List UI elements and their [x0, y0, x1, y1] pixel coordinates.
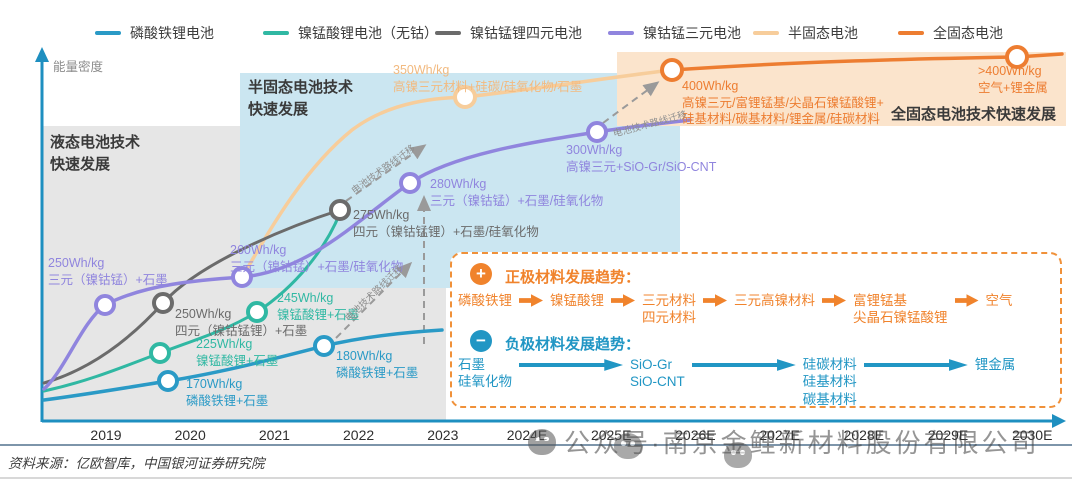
- legend-swatch: [898, 31, 924, 35]
- long-arrow-right-icon: [863, 359, 968, 371]
- callout-c400: 400Wh/kg 高镍三元/富锂锰基/尖晶石镍锰酸锂+ 硅基材料/碳基材料/锂金…: [682, 79, 884, 126]
- legend-swatch: [263, 31, 289, 35]
- x-tick-2028E: 2028E: [843, 427, 885, 443]
- region-liquid-label: 液态电池技术 快速发展: [50, 134, 141, 173]
- trend-step: 锂金属: [974, 357, 1016, 372]
- long-arrow-right-icon: [691, 359, 796, 371]
- minus-icon: −: [470, 330, 492, 352]
- callout-c180: 180Wh/kg 磷酸铁锂+石墨: [336, 349, 419, 380]
- source-note: 资料来源：亿欧智库，中国银河证券研究院: [8, 456, 265, 471]
- y-axis-label: 能量密度: [53, 60, 104, 74]
- callout-c280: 280Wh/kg 三元（镍钴锰）+石墨/硅氧化物: [430, 177, 604, 208]
- x-axis-arrow-icon: [1052, 414, 1066, 428]
- cathode-trend-row: 磷酸铁锂 镍锰酸锂 三元材料 四元材料 三元高镍材料 富锂锰基 尖晶石镍锰酸锂 空气: [458, 292, 1013, 327]
- trend-step: 三元高镍材料: [734, 293, 815, 308]
- long-arrow-right-icon: [519, 359, 623, 371]
- line-lfp: [42, 328, 444, 402]
- legend-swatch: [95, 31, 121, 35]
- watermark: 公众号·南京金鲤新材料股份有限公司: [528, 423, 1040, 460]
- x-tick-2020: 2020: [174, 427, 206, 443]
- x-tick-2027E: 2027E: [759, 427, 800, 443]
- arrow-right-icon: [703, 294, 727, 307]
- region-semi-label: 半固态电池技术 快速发展: [248, 79, 354, 118]
- callout-c250q: 250Wh/kg 四元（镍钴锰锂）+石墨: [175, 307, 308, 338]
- legend-item-0: 磷酸铁锂电池: [95, 23, 214, 43]
- legend-swatch: [608, 31, 634, 35]
- region-solid-label: 全固态电池技术快速发展: [891, 106, 1057, 123]
- trend-step: 空气: [985, 293, 1013, 308]
- x-tick-2021: 2021: [258, 427, 290, 443]
- legend-label: 磷酸铁锂电池: [130, 25, 214, 41]
- bottom-border: [0, 477, 1072, 479]
- arrow-right-icon: [954, 294, 979, 307]
- legend-item-3: 镍钴锰三元电池: [608, 23, 741, 43]
- callout-c245: 245Wh/kg 镍锰酸锂+石墨: [277, 291, 360, 322]
- line-all-solid: [670, 52, 1064, 72]
- legend: 磷酸铁锂电池 镍锰酸锂电池（无钴） 镍钴锰锂四元电池 镍钴锰三元电池 半固态电池 全固态电…: [0, 0, 1072, 50]
- x-tick-2029E: 2029E: [927, 427, 969, 443]
- callout-c170: 170Wh/kg 磷酸铁锂+石墨: [186, 377, 269, 408]
- x-tick-2022: 2022: [343, 427, 375, 443]
- callout-c350: 350Wh/kg 高镍三元材料+硅碳/硅氧化物/石墨: [393, 63, 583, 94]
- line-lnmo: [42, 211, 342, 393]
- anode-trend-row: 石墨 硅氧化物 SiO-Gr SiO-CNT 硅碳材料 硅基材料 碳基材料 锂金属: [458, 356, 1015, 408]
- legend-item-4: 半固态电池: [753, 23, 858, 43]
- callout-c300: 300Wh/kg 高镍三元+SiO-Gr/SiO-CNT: [566, 143, 717, 174]
- x-tick-2030E: 2030E: [1011, 427, 1053, 443]
- callout-c225: 225Wh/kg 镍锰酸锂+石墨: [196, 337, 279, 368]
- wechat-icon: [724, 442, 752, 468]
- line-semi-solid: [242, 68, 674, 276]
- trend-step: 磷酸铁锂: [458, 293, 512, 308]
- callout-c250t: 250Wh/kg 三元（镍钴锰）+石墨: [48, 256, 168, 287]
- plus-icon: +: [470, 263, 492, 285]
- trend-step: 三元材料 四元材料: [642, 293, 696, 326]
- x-tick-2026E: 2026E: [675, 427, 716, 443]
- trend-step: 硅碳材料 硅基材料 碳基材料: [802, 357, 857, 407]
- wechat-icon: [614, 433, 642, 459]
- arrow-right-icon: [611, 294, 635, 307]
- region-all-solid-battery: [617, 52, 1066, 126]
- legend-item-1: 镍锰酸锂电池（无钴）: [263, 23, 438, 43]
- trend-step: SiO-Gr SiO-CNT: [630, 357, 685, 390]
- data-points: [94, 45, 1029, 392]
- legend-item-2: 镍钴锰锂四元电池: [435, 23, 582, 43]
- y-axis-arrow-icon: [35, 47, 49, 62]
- arrow-right-icon: [519, 294, 543, 307]
- legend-swatch: [435, 31, 461, 35]
- wechat-icon: [528, 428, 556, 455]
- trend-step: 富锂锰基 尖晶石镍锰酸锂: [853, 293, 948, 326]
- legend-swatch: [753, 31, 779, 35]
- callout-c260: 260Wh/kg 三元（镍钴锰）+石墨/硅氧化物: [230, 243, 404, 274]
- trend-step: 镍锰酸锂: [550, 293, 604, 308]
- watermark-text: 公众号·南京金鲤新材料股份有限公司: [564, 428, 1040, 458]
- arrow-right-icon: [822, 294, 846, 307]
- legend-label: 镍钴锰锂四元电池: [470, 25, 582, 41]
- x-tick-2019: 2019: [90, 427, 122, 443]
- legend-label: 镍锰酸锂电池（无钴）: [298, 25, 438, 41]
- material-trend-box: + 正极材料发展趋势： 磷酸铁锂 镍锰酸锂 三元材料 四元材料 三元高镍材料 富锂锰基 …: [450, 252, 1062, 408]
- x-tick-2023: 2023: [427, 427, 459, 443]
- callout-cgt400: >400Wh/kg 空气+锂金属: [978, 64, 1048, 95]
- migration-arrows: [335, 81, 660, 344]
- anode-trend-title: 负极材料发展趋势：: [505, 336, 641, 353]
- legend-label: 全固态电池: [933, 25, 1003, 41]
- callout-c275: 275Wh/kg 四元（镍钴锰锂）+石墨/硅氧化物: [353, 208, 539, 239]
- legend-item-5: 全固态电池: [898, 23, 1003, 43]
- legend-label: 半固态电池: [788, 25, 858, 41]
- legend-label: 镍钴锰三元电池: [643, 25, 741, 41]
- trend-step: 石墨 硅氧化物: [458, 357, 512, 390]
- cathode-trend-title: 正极材料发展趋势：: [505, 269, 641, 286]
